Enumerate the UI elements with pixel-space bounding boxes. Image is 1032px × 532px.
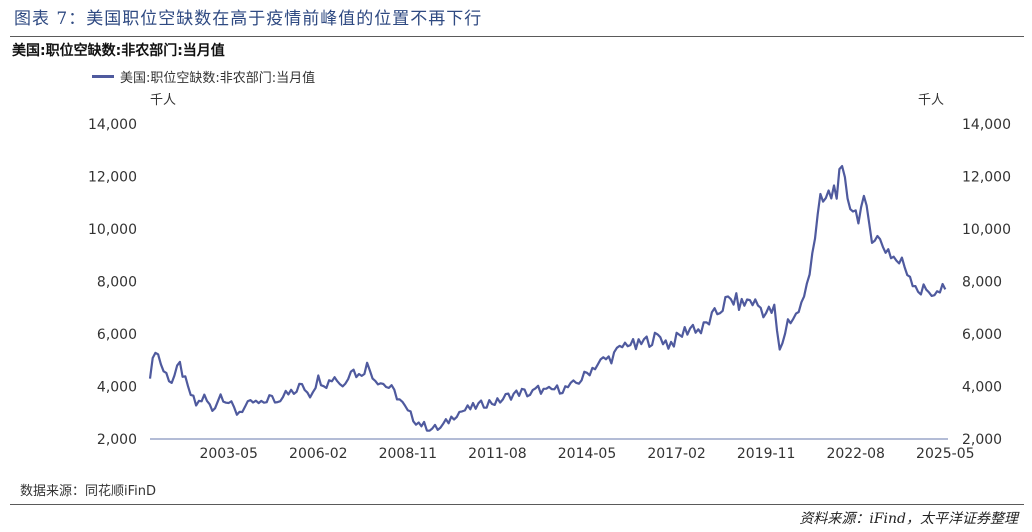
figure-title: 图表 7：美国职位空缺数在高于疫情前峰值的位置不再下行 <box>14 9 483 29</box>
y-tick-left-label: 2,000 <box>97 432 137 448</box>
x-tick-label: 2008-11 <box>379 446 438 462</box>
y-unit-left: 千人 <box>150 93 177 108</box>
x-tick-label: 2022-08 <box>826 446 885 462</box>
legend-label: 美国:职位空缺数:非农部门:当月值 <box>120 71 316 86</box>
y-tick-left-label: 8,000 <box>97 275 137 291</box>
x-tick-label: 2019-11 <box>737 446 796 462</box>
x-tick-label: 2003-05 <box>199 446 258 462</box>
x-ticks: 2003-05 2006-02 2008-11 2011-08 2014-05 2017-… <box>199 446 974 462</box>
y-tick-left-label: 14,000 <box>88 117 137 133</box>
y-tick-left-label: 6,000 <box>97 327 137 343</box>
top-rule <box>10 36 1024 37</box>
y-tick-right-label: 12,000 <box>962 170 1011 186</box>
y-ticks-left: 2,000 4,000 6,000 8,000 10,000 12,000 14,000 <box>88 117 137 448</box>
legend-swatch <box>92 75 114 78</box>
y-tick-right-label: 14,000 <box>962 117 1011 133</box>
y-tick-right-label: 8,000 <box>962 275 1002 291</box>
y-tick-right-label: 2,000 <box>962 432 1002 448</box>
y-tick-right-label: 4,000 <box>962 380 1002 396</box>
chart-title: 美国:职位空缺数:非农部门:当月值 <box>12 43 225 59</box>
y-unit-right: 千人 <box>918 93 945 108</box>
bottom-rule <box>10 504 1024 505</box>
source-credit: 资料来源：iFind，太平洋证券整理 <box>799 511 1018 527</box>
y-tick-left-label: 10,000 <box>88 222 137 238</box>
x-tick-label: 2025-05 <box>916 446 975 462</box>
data-source: 数据来源：同花顺iFinD <box>20 484 157 499</box>
y-ticks-right: 2,000 4,000 6,000 8,000 10,000 12,000 14,000 <box>962 117 1011 448</box>
x-tick-label: 2014-05 <box>558 446 617 462</box>
legend: 美国:职位空缺数:非农部门:当月值 <box>92 67 315 86</box>
x-tick-label: 2006-02 <box>289 446 348 462</box>
y-tick-left-label: 12,000 <box>88 170 137 186</box>
y-tick-left-label: 4,000 <box>97 380 137 396</box>
y-tick-right-label: 6,000 <box>962 327 1002 343</box>
x-tick-label: 2017-02 <box>647 446 706 462</box>
y-tick-right-label: 10,000 <box>962 222 1011 238</box>
series-line <box>148 165 947 432</box>
x-tick-label: 2011-08 <box>468 446 527 462</box>
